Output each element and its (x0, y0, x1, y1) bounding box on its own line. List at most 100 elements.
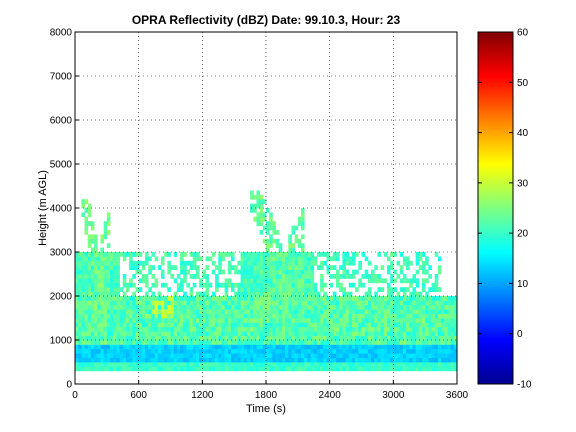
heatmap-cell (250, 194, 254, 200)
heatmap-cell (211, 335, 216, 341)
heatmap-cell (195, 269, 200, 275)
heatmap-cell (246, 282, 251, 288)
heatmap-cell (106, 269, 111, 275)
heatmap-cell (138, 269, 143, 275)
heatmap-cell (180, 318, 184, 323)
heatmap-cell (250, 260, 254, 266)
heatmap-cell (160, 357, 165, 363)
heatmap-cell (425, 304, 429, 310)
heatmap-cell (218, 344, 222, 350)
heatmap-cell (304, 353, 308, 358)
heatmap-cell (428, 322, 432, 328)
heatmap-cell (336, 256, 340, 262)
heatmap-cell (170, 322, 175, 328)
heatmap-cell (106, 300, 111, 306)
x-tick-label: 0 (72, 390, 78, 401)
heatmap-cell (421, 348, 426, 354)
heatmap-cell (221, 362, 226, 367)
heatmap-cell (218, 256, 222, 262)
heatmap-cell (272, 348, 276, 354)
heatmap-cell (415, 269, 420, 275)
heatmap-cell (215, 322, 219, 328)
heatmap-cell (266, 322, 270, 328)
heatmap-cell (145, 357, 149, 363)
heatmap-cell (189, 348, 194, 354)
heatmap-cell (122, 313, 127, 319)
heatmap-cell (291, 313, 296, 319)
heatmap-cell (199, 300, 203, 306)
heatmap-cell (218, 331, 222, 336)
heatmap-cell (345, 256, 350, 262)
heatmap-cell (160, 313, 165, 319)
heatmap-cell (253, 203, 257, 209)
heatmap-cell (272, 252, 276, 257)
heatmap-cell (386, 265, 391, 270)
heatmap-cell (285, 300, 289, 306)
heatmap-cell (129, 265, 133, 270)
heatmap-cell (421, 366, 426, 372)
heatmap-cell (186, 331, 190, 336)
heatmap-cell (272, 256, 276, 262)
heatmap-cell (230, 357, 235, 363)
heatmap-cell (374, 296, 378, 301)
heatmap-cell (307, 300, 311, 306)
heatmap-cell (367, 362, 372, 367)
heatmap-cell (288, 322, 292, 328)
heatmap-cell (176, 344, 181, 350)
heatmap-cell (409, 348, 413, 354)
heatmap-cell (256, 199, 261, 204)
heatmap-cell (122, 291, 127, 297)
heatmap-cell (409, 278, 413, 284)
heatmap-cell (132, 300, 136, 306)
heatmap-cell (447, 335, 452, 341)
heatmap-cell (253, 353, 257, 358)
heatmap-cell (87, 269, 92, 275)
heatmap-cell (176, 287, 181, 292)
heatmap-cell (110, 304, 114, 310)
heatmap-cell (421, 340, 426, 345)
heatmap-cell (441, 340, 445, 345)
heatmap-cell (180, 296, 184, 301)
heatmap-cell (269, 309, 273, 314)
heatmap-cell (377, 353, 381, 358)
heatmap-cell (192, 322, 197, 328)
heatmap-cell (269, 212, 273, 218)
heatmap-cell (285, 318, 289, 323)
heatmap-cell (160, 260, 165, 266)
heatmap-cell (167, 340, 171, 345)
heatmap-cell (129, 309, 133, 314)
heatmap-cell (106, 265, 111, 270)
heatmap-cell (138, 287, 143, 292)
heatmap-cell (87, 256, 92, 262)
heatmap-cell (202, 335, 206, 341)
heatmap-cell (406, 331, 410, 336)
heatmap-cell (409, 340, 413, 345)
heatmap-cell (313, 322, 318, 328)
heatmap-cell (313, 362, 318, 367)
heatmap-cell (87, 238, 92, 244)
heatmap-cell (412, 362, 417, 367)
heatmap-cell (262, 212, 267, 218)
heatmap-cell (90, 353, 95, 358)
heatmap-cell (180, 362, 184, 367)
heatmap-cell (307, 287, 311, 292)
heatmap-cell (316, 322, 321, 328)
heatmap-cell (97, 348, 101, 354)
heatmap-cell (345, 309, 350, 314)
heatmap-cell (275, 366, 280, 372)
heatmap-cell (297, 221, 302, 226)
heatmap-cell (304, 252, 308, 257)
heatmap-cell (332, 313, 337, 319)
heatmap-cell (262, 238, 267, 244)
heatmap-cell (278, 269, 283, 275)
heatmap-cell (246, 335, 251, 341)
heatmap-cell (450, 300, 455, 306)
heatmap-cell (326, 269, 331, 275)
heatmap-cell (180, 335, 184, 341)
heatmap-cell (272, 335, 276, 341)
heatmap-cell (113, 287, 117, 292)
heatmap-cell (157, 296, 162, 301)
heatmap-cell (412, 318, 417, 323)
heatmap-cell (364, 335, 369, 341)
heatmap-cell (202, 274, 206, 279)
